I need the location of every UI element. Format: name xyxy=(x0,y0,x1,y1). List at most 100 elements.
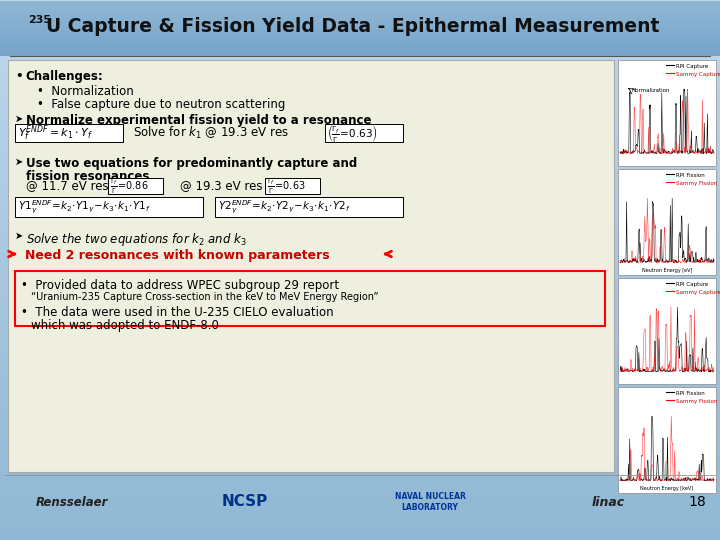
Bar xyxy=(0,224,720,225)
Bar xyxy=(0,522,720,523)
Bar xyxy=(0,34,720,35)
Bar xyxy=(0,49,720,50)
Bar xyxy=(0,153,720,154)
Bar xyxy=(0,449,720,450)
Bar xyxy=(0,277,720,278)
Bar xyxy=(0,380,720,381)
Text: NCSP: NCSP xyxy=(222,495,268,510)
Text: •: • xyxy=(15,70,22,83)
Text: Sammy Capture: Sammy Capture xyxy=(676,290,720,295)
Bar xyxy=(0,130,720,131)
Bar xyxy=(0,227,720,228)
Bar xyxy=(0,398,720,399)
Text: ➤: ➤ xyxy=(15,114,23,124)
Bar xyxy=(0,88,720,89)
Bar xyxy=(0,248,720,249)
Bar xyxy=(0,36,720,37)
Bar xyxy=(0,243,720,244)
Bar xyxy=(0,442,720,443)
Bar xyxy=(0,539,720,540)
Bar xyxy=(0,89,720,90)
Bar xyxy=(0,20,720,21)
Bar xyxy=(0,65,720,66)
Bar xyxy=(0,367,720,368)
Bar xyxy=(0,195,720,196)
Text: @ 11.7 eV res: @ 11.7 eV res xyxy=(26,179,109,192)
Bar xyxy=(0,327,720,328)
Bar xyxy=(0,266,720,267)
Bar xyxy=(0,513,720,514)
Bar xyxy=(0,228,720,229)
Bar xyxy=(0,48,720,49)
Bar xyxy=(0,259,720,260)
Bar xyxy=(0,378,720,379)
Bar xyxy=(0,169,720,170)
Bar xyxy=(0,509,720,510)
Bar xyxy=(0,13,720,14)
Bar xyxy=(0,274,720,275)
Bar xyxy=(0,284,720,285)
Text: RPI Capture: RPI Capture xyxy=(676,282,708,287)
Bar xyxy=(0,335,720,336)
Bar xyxy=(0,27,720,28)
Bar xyxy=(0,490,720,491)
Bar xyxy=(0,356,720,357)
Bar xyxy=(0,143,720,144)
Bar xyxy=(0,206,720,207)
Bar xyxy=(0,441,720,442)
Bar xyxy=(0,348,720,349)
Bar xyxy=(0,531,720,532)
Bar xyxy=(0,448,720,449)
Bar xyxy=(0,174,720,175)
Bar xyxy=(0,76,720,77)
Bar xyxy=(0,343,720,344)
Bar xyxy=(0,285,720,286)
Bar xyxy=(0,332,720,333)
Bar xyxy=(0,303,720,304)
Bar xyxy=(0,144,720,145)
Bar xyxy=(0,339,720,340)
Bar xyxy=(0,213,720,214)
Bar xyxy=(0,478,720,479)
Bar xyxy=(0,307,720,308)
Bar xyxy=(0,493,720,494)
Bar xyxy=(0,140,720,141)
Bar xyxy=(0,111,720,112)
Bar xyxy=(0,289,720,290)
Bar xyxy=(0,101,720,102)
Bar xyxy=(0,511,720,512)
Bar xyxy=(0,0,720,1)
Bar xyxy=(0,87,720,88)
Bar xyxy=(0,319,720,320)
Bar xyxy=(0,72,720,73)
Bar xyxy=(0,429,720,430)
Bar xyxy=(0,455,720,456)
Bar xyxy=(0,365,720,366)
Bar xyxy=(0,142,720,143)
Bar xyxy=(0,7,720,8)
Bar xyxy=(0,278,720,279)
Bar xyxy=(0,389,720,390)
Bar xyxy=(0,82,720,83)
Bar xyxy=(0,529,720,530)
Bar xyxy=(0,374,720,375)
Bar xyxy=(618,278,716,384)
Bar xyxy=(0,30,720,31)
Bar xyxy=(0,122,720,123)
Bar xyxy=(0,451,720,452)
Bar xyxy=(0,505,720,506)
Bar xyxy=(0,395,720,396)
Bar xyxy=(0,117,720,118)
Bar xyxy=(0,39,720,40)
Bar xyxy=(0,182,720,183)
Bar xyxy=(0,166,720,167)
Bar xyxy=(0,421,720,422)
Bar xyxy=(0,256,720,257)
Bar xyxy=(0,532,720,533)
Bar xyxy=(0,328,720,329)
Bar xyxy=(0,425,720,426)
Bar xyxy=(0,491,720,492)
Bar xyxy=(0,474,720,475)
Bar xyxy=(0,500,720,501)
Bar xyxy=(0,45,720,46)
